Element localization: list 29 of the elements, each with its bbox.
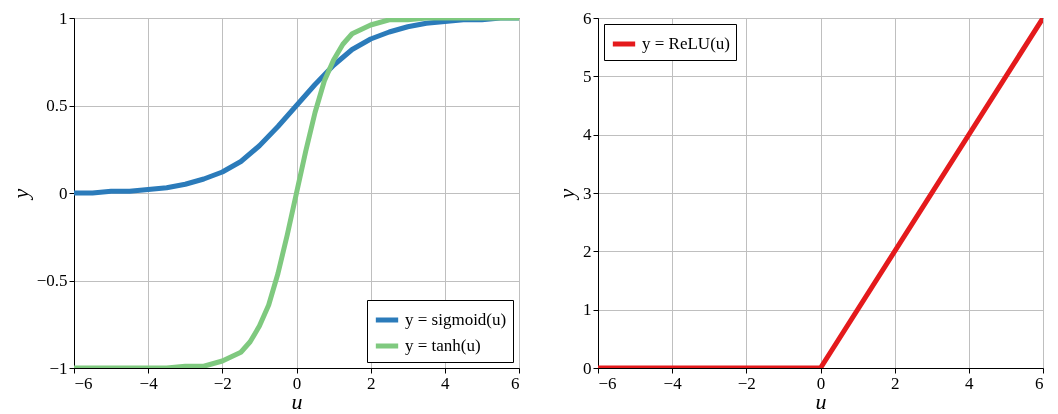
x-tick-label: −4: [663, 373, 683, 393]
y-tick-label: 0: [583, 358, 592, 378]
y-tick-label: 6: [583, 8, 592, 28]
x-tick-label: −2: [737, 373, 756, 393]
x-tick-label: −4: [139, 373, 159, 393]
y-tick-label: 4: [583, 125, 592, 145]
y-tick-label: 3: [583, 183, 592, 203]
y-tick-label: 0.5: [46, 96, 68, 115]
y-tick-label: −0.5: [36, 271, 68, 290]
legend-label: y = sigmoid(u): [405, 310, 507, 329]
y-tick-label: 2: [583, 241, 592, 261]
y-tick-label: 1: [59, 8, 68, 28]
y-axis-title: y: [7, 188, 33, 201]
y-axis-title: y: [554, 188, 579, 201]
legend-label: y = tanh(u): [405, 336, 481, 355]
y-tick-label: 5: [583, 66, 592, 86]
x-tick-label: −6: [74, 373, 93, 393]
x-tick-label: −2: [213, 373, 232, 393]
legend-label: y = ReLU(u): [642, 34, 730, 53]
y-tick-label: 1: [583, 300, 592, 320]
x-tick-label: 2: [366, 373, 376, 393]
y-tick-label: 0: [59, 183, 68, 203]
y-tick-label: −1: [49, 358, 68, 378]
x-tick-label: 4: [441, 373, 451, 393]
x-tick-label: 4: [965, 373, 975, 393]
x-tick-label: 6: [1035, 373, 1044, 393]
x-tick-label: −6: [598, 373, 617, 393]
x-tick-label: 2: [890, 373, 900, 393]
x-tick-label: 6: [511, 373, 520, 393]
